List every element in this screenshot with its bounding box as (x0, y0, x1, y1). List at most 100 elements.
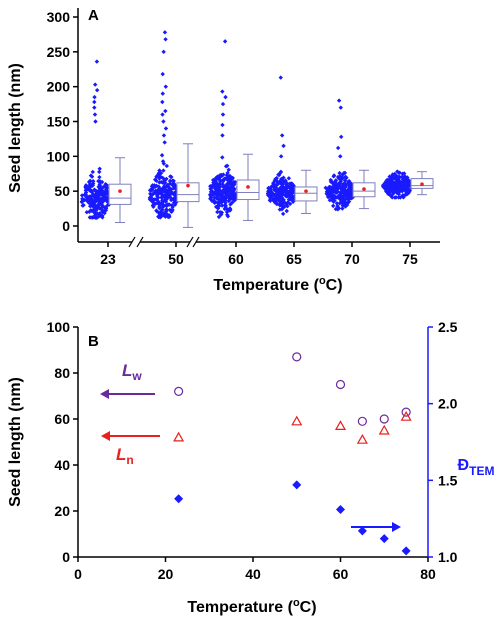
panel-a-data-point (346, 187, 351, 192)
panel-a-data-point (161, 168, 166, 173)
panel-a-outlier-point (162, 30, 168, 35)
panel-a-data-point (289, 189, 295, 195)
panel-a-data-point (341, 171, 346, 176)
panel-a-data-point (340, 201, 346, 206)
ln-data-point (400, 410, 412, 421)
panel-a-data-point (332, 198, 337, 203)
panel-a-data-point (344, 194, 349, 199)
dtem-data-point (401, 546, 411, 556)
panel-b-label: B (88, 333, 99, 350)
panel-a-data-point (160, 198, 165, 203)
panel-a-outlier-point (335, 145, 341, 151)
panel-a-outlier-point (220, 133, 225, 138)
panel-a-data-point (80, 203, 85, 208)
ln-data-point (173, 431, 185, 442)
panel-a-outlier-point (160, 112, 165, 117)
panel-a-data-point (391, 187, 396, 193)
panel-a-outlier-point (278, 154, 284, 159)
panel-a-data-point (102, 190, 107, 195)
panel-a-data-point (349, 195, 354, 200)
panel-a-boxes (108, 143, 434, 228)
panel-a-data-point (398, 195, 403, 200)
panel-b-y-tick-label: 60 (54, 411, 70, 427)
panel-a-data-point (168, 174, 173, 179)
panel-a-data-point (220, 196, 225, 202)
panel-a-data-point (284, 185, 289, 190)
panel-a-data-point (97, 200, 102, 205)
panel-a-data-point (231, 188, 236, 194)
panel-a-data-point (97, 174, 102, 180)
panel-a-data-point (160, 180, 166, 185)
panel-a-data-point (90, 179, 96, 184)
panel-a-data-point (105, 185, 110, 190)
panel-a-data-point (158, 170, 164, 176)
panel-a-data-point (268, 195, 273, 200)
panel-a-data-point (172, 202, 178, 207)
panel-a-data-point (214, 193, 220, 198)
dtem-data-point (379, 534, 389, 544)
panel-a-data-point (397, 175, 402, 180)
panel-a-data-point (335, 206, 341, 211)
panel-a-data-point (157, 176, 162, 181)
panel-a-data-point (327, 188, 333, 193)
panel-a-y-tick-label: 300 (47, 9, 71, 25)
panel-a-outlier-point (92, 99, 97, 105)
panel-a-outlier-point (92, 82, 98, 87)
panel-a-data-point (164, 163, 170, 169)
panel-a-outlier-point (336, 98, 342, 103)
panel-a-outlier-point (92, 112, 98, 117)
panel-a-data-point (279, 193, 285, 198)
panel-a-data-point (273, 195, 279, 201)
panel-a-outlier-point (220, 89, 225, 94)
lw-data-point (401, 407, 411, 417)
panel-a-data-point (338, 183, 343, 189)
panel-a-data-point (89, 199, 94, 204)
panel-a-data-point (222, 176, 228, 181)
panel-a-mean-point (186, 183, 190, 188)
panel-a-data-point (285, 190, 290, 195)
panel-a-data-point (93, 212, 98, 217)
panel-a-data-point (226, 167, 231, 173)
panel-a-y-tick-label: 250 (47, 44, 71, 60)
panel-a-box (176, 182, 200, 203)
panel-b-y-tick-label: 20 (54, 503, 70, 519)
panel-a-data-point (223, 206, 228, 211)
panel-a-data-point (100, 191, 105, 197)
panel-a-data-point (160, 205, 165, 210)
panel-a-data-point (100, 204, 106, 209)
panel-a-data-point (273, 178, 279, 183)
panel-a-data-point (92, 210, 97, 216)
panel-a-data-point (395, 181, 400, 186)
panel-a-axis-break-mark (128, 236, 136, 248)
panel-a-data-point (271, 180, 276, 186)
panel-a-data-point (102, 210, 107, 216)
panel-a-data-point (163, 199, 169, 204)
panel-a-data-point (221, 198, 227, 204)
panel-a-outlier-point (338, 134, 344, 140)
dtem-data-point (357, 526, 367, 536)
ln-data-point (334, 420, 347, 430)
panel-a-x-tick-label: 23 (100, 251, 116, 267)
panel-a-outlier-point (94, 87, 100, 93)
panel-a-mean-point (304, 189, 308, 193)
panel-a-data-point (171, 178, 176, 184)
ln-data-point (378, 424, 390, 435)
panel-a-data-point (170, 207, 175, 212)
panel-a-data-point (172, 190, 178, 195)
panel-a-x-axis-label: Temperature (oC) (213, 275, 342, 294)
panel-a-data-point (215, 209, 220, 215)
panel-a-data-point (83, 185, 88, 190)
panel-a-x-tick-label: 75 (402, 251, 418, 267)
panel-a-data-point (337, 170, 342, 176)
panel-a-points (79, 30, 415, 220)
panel-a-outlier-point (220, 122, 225, 128)
panel-a-data-point (90, 183, 96, 188)
panel-a-data-point (402, 179, 407, 184)
panel-a-data-point (397, 170, 402, 175)
panel-a-data-point (384, 189, 389, 194)
panel-a-data-point (338, 178, 344, 184)
panel-a-data-point (217, 209, 223, 215)
panel-a-data-point (151, 191, 156, 196)
panel-a-data-point (80, 196, 85, 202)
